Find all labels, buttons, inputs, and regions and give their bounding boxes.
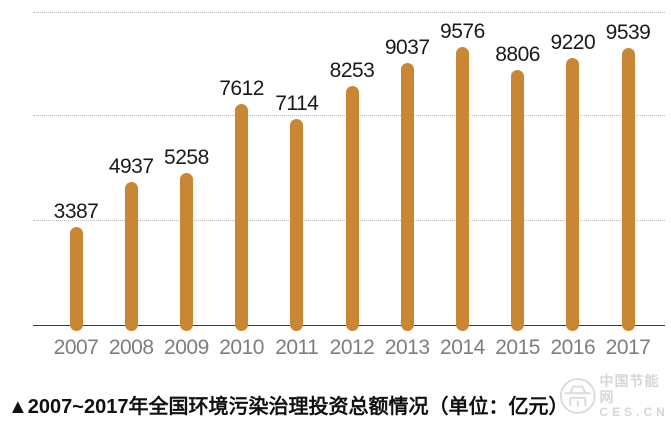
watermark: 中国节能网 CES.CN [558, 373, 670, 419]
gridline [33, 12, 665, 13]
ces-logo-icon [559, 378, 596, 414]
watermark-text: 中国节能网 CES.CN [599, 373, 670, 419]
watermark-domain: CES.CN [599, 405, 669, 419]
value-label-2017: 9539 [605, 21, 651, 45]
bar-2011 [290, 118, 304, 332]
x-tick-label-2009: 2009 [164, 336, 209, 359]
x-tick-label-2017: 2017 [605, 336, 651, 359]
chart-caption: ▲2007~2017年全国环境污染治理投资总额情况（单位：亿元） [8, 396, 569, 418]
x-tick-label-2016: 2016 [550, 336, 596, 359]
bar-2015 [511, 69, 525, 332]
bar-2007 [69, 226, 83, 332]
value-label-2010: 7612 [219, 77, 264, 101]
value-label-2011: 7114 [275, 91, 319, 115]
value-label-2008: 4937 [108, 154, 154, 178]
x-tick-label-2015: 2015 [495, 336, 540, 359]
value-label-2016: 9220 [550, 30, 596, 54]
value-label-2012: 8253 [329, 58, 375, 82]
value-label-2009: 5258 [164, 145, 209, 169]
value-label-2014: 9576 [440, 20, 485, 44]
bar-2008 [124, 181, 138, 332]
x-tick-label-2011: 2011 [275, 336, 319, 359]
bar-2012 [345, 85, 359, 332]
bar-2010 [235, 104, 249, 332]
watermark-site-name: 中国节能网 [599, 373, 660, 405]
bar-2009 [179, 172, 193, 332]
value-label-2007: 3387 [53, 199, 99, 223]
x-tick-label-2008: 2008 [108, 336, 154, 359]
bar-chart-plot-area: 3387 2007 4937 2008 5258 2009 7612 2010 7114 2011… [33, 12, 665, 359]
x-tick-label-2007: 2007 [53, 336, 99, 359]
bar-2013 [400, 62, 414, 332]
value-label-2015: 8806 [495, 42, 540, 66]
bar-2017 [621, 48, 635, 332]
x-tick-label-2010: 2010 [219, 336, 264, 359]
bar-2016 [566, 57, 580, 332]
value-label-2013: 9037 [384, 35, 430, 59]
x-tick-label-2013: 2013 [384, 336, 430, 359]
x-tick-label-2012: 2012 [329, 336, 375, 359]
bar-2014 [455, 47, 469, 332]
x-tick-label-2014: 2014 [440, 336, 485, 359]
